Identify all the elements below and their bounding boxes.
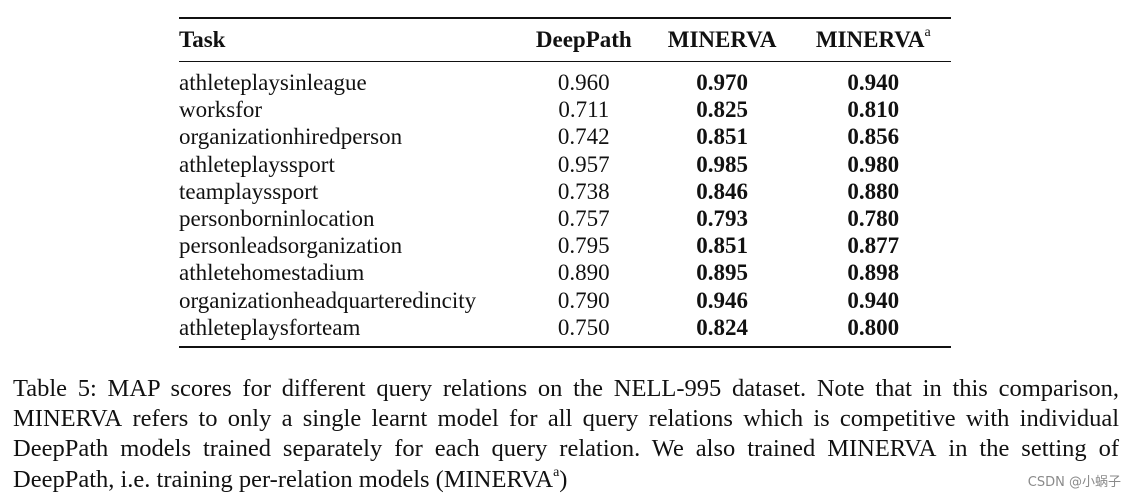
table-header-row: Task DeepPath MINERVA MINERVAa bbox=[179, 18, 951, 62]
cell-minerva: 0.793 bbox=[696, 206, 748, 232]
cell-task: teamplayssport bbox=[179, 178, 319, 204]
cell-deeppath: 0.738 bbox=[557, 178, 610, 204]
table-row: organizationhiredperson 0.742 0.851 0.856 bbox=[179, 123, 951, 150]
table-row: athleteplaysforteam 0.750 0.824 0.800 bbox=[179, 314, 951, 347]
cell-minerva: 0.946 bbox=[696, 287, 748, 313]
caption-part-1: Table 5: MAP scores for different query … bbox=[13, 375, 614, 402]
table-row: athleteplaysinleague 0.960 0.970 0.940 bbox=[179, 62, 951, 97]
cell-deeppath: 0.957 bbox=[557, 151, 610, 177]
cell-task: organizationhiredperson bbox=[179, 124, 403, 150]
cell-minerva: 0.824 bbox=[696, 314, 748, 340]
cell-deeppath: 0.790 bbox=[557, 287, 610, 313]
caption-sup: a bbox=[553, 464, 560, 480]
cell-deeppath: 0.742 bbox=[557, 124, 610, 150]
cell-minerva: 0.851 bbox=[696, 233, 748, 259]
header-minerva-a: MINERVAa bbox=[796, 18, 951, 62]
cell-minerva: 0.846 bbox=[696, 178, 748, 204]
cell-minerva-a: 0.940 bbox=[847, 287, 900, 313]
caption-minerva-3: MINERVA bbox=[443, 465, 554, 493]
caption-part-4: in the setting of DeepPath, i.e. trainin… bbox=[13, 435, 1119, 493]
table-row: personborninlocation 0.757 0.793 0.780 bbox=[179, 205, 951, 232]
header-task: Task bbox=[179, 27, 226, 52]
cell-minerva: 0.851 bbox=[696, 124, 748, 150]
table-row: worksfor 0.711 0.825 0.810 bbox=[179, 96, 951, 123]
cell-task: organizationheadquarteredincity bbox=[179, 287, 477, 313]
caption-part-2: -995 dataset. Note that in this comparis… bbox=[676, 375, 1119, 402]
table-row: athletehomestadium 0.890 0.895 0.898 bbox=[179, 259, 951, 286]
cell-deeppath: 0.960 bbox=[557, 70, 610, 96]
cell-minerva: 0.985 bbox=[696, 151, 748, 177]
cell-deeppath: 0.711 bbox=[558, 97, 610, 123]
cell-task: athleteplaysforteam bbox=[179, 314, 361, 340]
cell-task: worksfor bbox=[179, 97, 263, 123]
cell-minerva-a: 0.980 bbox=[847, 151, 900, 177]
caption-minerva-2: MINERVA bbox=[827, 435, 937, 463]
cell-deeppath: 0.795 bbox=[557, 233, 610, 259]
cell-task: athletehomestadium bbox=[179, 260, 365, 286]
caption-part-3: refers to only a single learnt model for… bbox=[13, 405, 1119, 463]
cell-minerva-a: 0.780 bbox=[847, 206, 900, 232]
cell-minerva: 0.970 bbox=[696, 70, 748, 96]
table-row: teamplayssport 0.738 0.846 0.880 bbox=[179, 178, 951, 205]
results-table-container: Task DeepPath MINERVA MINERVAa athletepl… bbox=[179, 17, 951, 348]
cell-minerva-a: 0.800 bbox=[847, 314, 900, 340]
table-row: organizationheadquarteredincity 0.790 0.94… bbox=[179, 287, 951, 314]
cell-task: athleteplaysinleague bbox=[179, 70, 367, 96]
cell-minerva-a: 0.810 bbox=[847, 97, 900, 123]
cell-minerva-a: 0.898 bbox=[847, 260, 900, 286]
table-row: personleadsorganization 0.795 0.851 0.877 bbox=[179, 232, 951, 259]
cell-deeppath: 0.757 bbox=[557, 206, 610, 232]
header-deeppath: DeepPath bbox=[535, 27, 632, 52]
header-minerva-a-label: MINERVA bbox=[815, 27, 925, 52]
watermark: CSDN @小蜗子 bbox=[1027, 475, 1121, 490]
table-row: athleteplayssport 0.957 0.985 0.980 bbox=[179, 151, 951, 178]
cell-minerva: 0.895 bbox=[696, 260, 748, 286]
cell-minerva-a: 0.880 bbox=[847, 178, 900, 204]
caption-nell: NELL bbox=[613, 375, 677, 402]
cell-minerva-a: 0.856 bbox=[847, 124, 900, 150]
cell-deeppath: 0.750 bbox=[557, 314, 610, 340]
cell-minerva: 0.825 bbox=[696, 97, 748, 123]
cell-minerva-a: 0.940 bbox=[847, 70, 900, 96]
caption-minerva-1: MINERVA bbox=[13, 405, 123, 433]
caption-part-5: ) bbox=[559, 465, 568, 493]
results-table: Task DeepPath MINERVA MINERVAa athletepl… bbox=[179, 17, 951, 348]
cell-task: personborninlocation bbox=[179, 206, 375, 232]
header-minerva-a-sup: a bbox=[924, 25, 931, 40]
table-caption: Table 5: MAP scores for different query … bbox=[13, 374, 1119, 495]
header-minerva: MINERVA bbox=[667, 27, 777, 52]
cell-minerva-a: 0.877 bbox=[847, 233, 900, 259]
cell-task: personleadsorganization bbox=[179, 233, 403, 259]
table-body: athleteplaysinleague 0.960 0.970 0.940 works… bbox=[179, 62, 951, 347]
cell-deeppath: 0.890 bbox=[557, 260, 610, 286]
cell-task: athleteplayssport bbox=[179, 151, 335, 177]
